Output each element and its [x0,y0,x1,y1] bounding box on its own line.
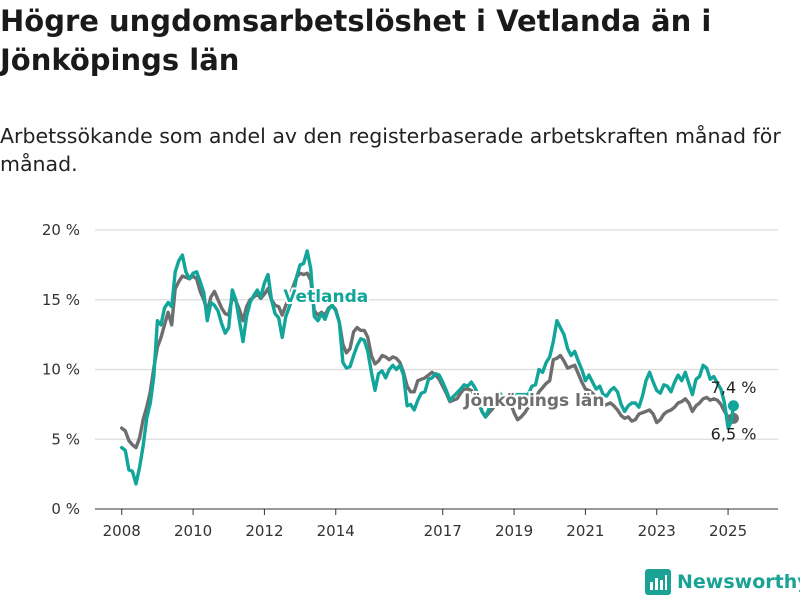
newsworthy-logo: Newsworthy [645,568,800,596]
y-tick-label: 15 % [42,291,80,309]
series-line-jonkopings-lan [120,271,736,450]
grid-lines [95,229,778,510]
x-tick-label: 2025 [709,522,747,540]
brand-name: Newsworthy [677,571,800,593]
chart-subtitle: Arbetssökande som andel av den registerb… [0,124,781,176]
series-lines [120,249,739,486]
series-label-vetlanda: Vetlanda [283,287,368,307]
y-axis: 0 % 5 % 10 % 15 % 20 % [42,221,80,518]
line-chart: 0 %5 %10 %15 %20 % 2008 2010 2012 2014 2017 2… [42,221,778,540]
y-tick-label: 20 % [42,221,80,239]
x-tick-label: 2010 [174,522,212,540]
y-tick-label: 10 % [42,361,80,379]
series-labels: Vetlanda Jönköpings län 7,4 % 6,5 % [281,285,757,443]
y-tick-label: 5 % [51,430,80,448]
y-tick-label: 0 % [51,500,80,518]
x-axis: 2008 2010 2012 2014 2017 2019 2021 2023 2025 [103,509,747,540]
end-value-vetlanda: 7,4 % [711,378,757,397]
x-tick-label: 2012 [245,522,283,540]
chart-title: Högre ungdomsarbetslöshet i Vetlanda än … [0,4,712,77]
series-line-vetlanda [120,249,736,486]
x-tick-label: 2019 [495,522,533,540]
x-tick-label: 2021 [566,522,604,540]
bar-chart-logo-icon [645,569,671,595]
x-tick-label: 2017 [424,522,462,540]
series-end-dot-vetlanda [727,400,739,412]
x-tick-label: 2008 [103,522,141,540]
end-value-jonkopings-lan: 6,5 % [711,424,757,443]
x-tick-label: 2014 [317,522,355,540]
series-label-jonkopings-lan: Jönköpings län [463,391,604,411]
x-tick-label: 2023 [638,522,676,540]
